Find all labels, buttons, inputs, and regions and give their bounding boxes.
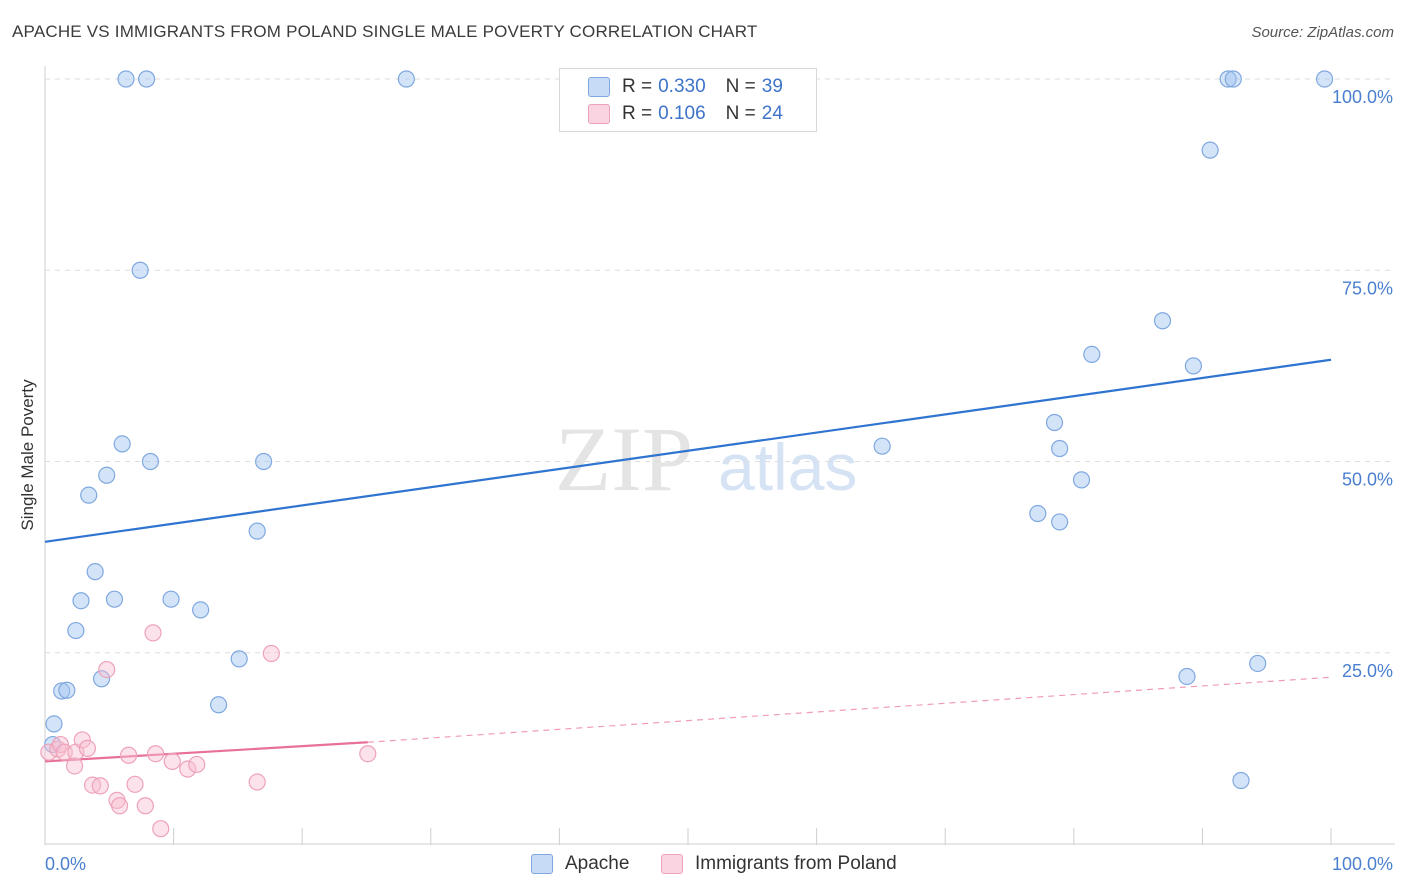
trend-line <box>367 676 1332 743</box>
apache-point <box>255 452 273 471</box>
apache-point <box>192 601 210 619</box>
apache-point <box>1249 654 1267 673</box>
apache-point <box>248 522 266 540</box>
apache-point <box>1029 504 1047 523</box>
apache-point <box>210 696 228 714</box>
apache-point <box>1232 771 1250 790</box>
x-tick-label: 0.0% <box>45 854 86 874</box>
axes <box>44 66 1395 845</box>
tick-labels: 25.0% 50.0% 75.0% 100.0% 0.0% 100.0% <box>45 87 1393 874</box>
poland-point <box>179 760 197 778</box>
legend-item-poland: Immigrants from Poland <box>661 852 897 876</box>
apache-point <box>1224 70 1242 88</box>
r-label: R = <box>622 76 653 97</box>
apache-point <box>1072 471 1091 489</box>
poland-point <box>136 797 154 815</box>
legend-label-apache: Apache <box>565 853 630 874</box>
apache-point <box>86 563 104 581</box>
poland-point <box>73 731 91 749</box>
apache-point <box>1201 141 1219 159</box>
poland-swatch <box>588 104 610 124</box>
x-tick-label: 100.0% <box>1332 854 1393 874</box>
apache-point <box>98 466 116 484</box>
apache-point <box>1184 357 1202 375</box>
apache-point <box>141 452 160 471</box>
apache-point <box>53 682 71 700</box>
watermark-atlas: atlas <box>718 430 857 504</box>
apache-point <box>92 670 111 688</box>
apache-point <box>162 590 180 608</box>
poland-point <box>152 820 170 838</box>
poland-point <box>78 739 97 757</box>
apache-point <box>80 486 98 504</box>
y-tick-label: 75.0% <box>1342 278 1393 298</box>
poland-point <box>248 773 266 791</box>
source-label: Source: ZipAtlas.com <box>1251 24 1394 41</box>
r-label: R = <box>622 103 653 124</box>
legend-label-poland: Immigrants from Poland <box>695 853 897 874</box>
apache-point <box>230 650 248 668</box>
r-value: 0.330 <box>658 76 706 97</box>
apache-point <box>1051 439 1069 458</box>
poland-point <box>65 757 84 775</box>
legend-row-poland: R = 0.106 N = 24 <box>588 102 783 126</box>
apache-point <box>45 715 63 733</box>
poland-swatch <box>661 854 683 874</box>
stats-legend: R = 0.330 N = 39 R = 0.106 N = 24 <box>559 68 817 132</box>
apache-point <box>1315 70 1334 88</box>
y-tick-label: 50.0% <box>1342 470 1393 490</box>
apache-point <box>397 70 415 88</box>
poland-point <box>144 624 162 642</box>
apache-point <box>1051 513 1069 531</box>
n-value: 39 <box>761 76 783 97</box>
apache-point <box>113 435 131 453</box>
trend-line <box>44 741 368 763</box>
poland-point <box>110 797 129 815</box>
apache-point <box>1153 312 1172 330</box>
apache-point <box>873 437 891 455</box>
poland-point <box>126 775 144 793</box>
apache-point <box>72 592 90 610</box>
apache-point <box>1219 70 1237 88</box>
poland-point <box>91 777 109 795</box>
legend-row-apache: R = 0.330 N = 39 <box>588 75 783 99</box>
apache-point <box>1045 413 1064 432</box>
apache-swatch <box>531 854 553 874</box>
legend-item-apache: Apache <box>531 852 629 876</box>
poland-point <box>359 745 377 763</box>
r-value: 0.106 <box>658 103 706 124</box>
data-points <box>40 70 1334 838</box>
apache-point <box>1178 667 1196 686</box>
apache-point <box>131 261 149 279</box>
apache-point <box>1083 345 1101 363</box>
apache-point <box>67 621 85 640</box>
apache-point <box>117 70 135 88</box>
poland-point <box>188 755 206 774</box>
poland-point <box>119 746 138 764</box>
poland-point <box>146 745 165 763</box>
n-label: N = <box>725 103 756 124</box>
y-tick-label: 100.0% <box>1332 87 1393 107</box>
apache-swatch <box>588 77 610 97</box>
n-value: 24 <box>761 103 783 124</box>
y-tick-label: 25.0% <box>1342 661 1393 681</box>
n-label: N = <box>725 76 756 97</box>
apache-point <box>137 70 156 88</box>
apache-point <box>58 681 76 699</box>
poland-point <box>163 752 181 770</box>
chart-title: APACHE VS IMMIGRANTS FROM POLAND SINGLE … <box>12 22 758 41</box>
poland-point <box>98 660 116 679</box>
trend-lines <box>44 358 1332 763</box>
trend-line <box>44 358 1332 543</box>
apache-point <box>105 590 124 608</box>
poland-point <box>262 644 280 663</box>
